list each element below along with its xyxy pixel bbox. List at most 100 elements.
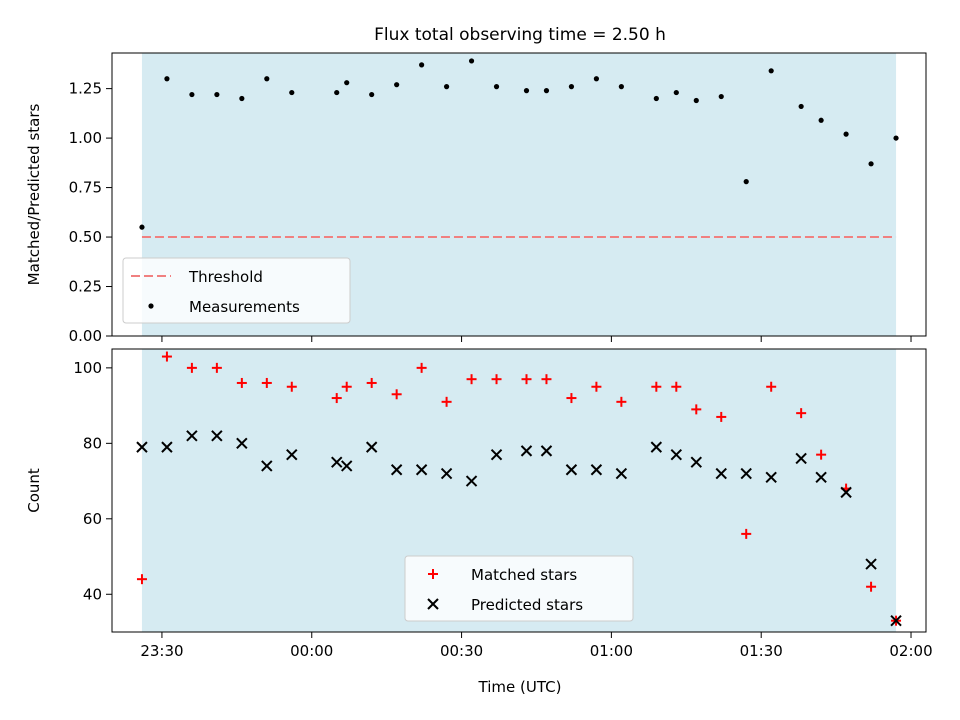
x-tick-label: 00:00 <box>290 642 333 660</box>
predicted-stars-point <box>815 471 827 484</box>
measurement-point <box>868 161 874 167</box>
x-tick-label: 01:00 <box>590 642 633 660</box>
matched-stars-point <box>366 377 377 388</box>
legend-box <box>122 257 351 324</box>
figure-title: Flux total observing time = 2.50 h <box>374 25 666 45</box>
measurement-point <box>289 89 295 96</box>
predicted-stars-point <box>565 464 578 476</box>
matched-stars-point <box>691 404 702 415</box>
predicted-stars-point <box>465 475 478 487</box>
legend: Matched stars Predicted stars <box>404 555 634 622</box>
matched-stars-point <box>741 528 752 539</box>
y-tick-label: 100 <box>73 359 102 377</box>
matched-stars-point <box>416 362 427 373</box>
predicted-stars-point <box>715 467 727 480</box>
predicted-stars-point <box>365 441 378 453</box>
predicted-stars-point <box>890 614 902 627</box>
measurement-point <box>369 91 375 98</box>
legend-label: Predicted stars <box>471 596 583 614</box>
predicted-stars-point <box>490 448 503 461</box>
measurement-point <box>493 84 500 90</box>
measurement-point <box>568 84 575 90</box>
matched-stars-point <box>521 374 532 385</box>
predicted-stars-point <box>211 430 223 442</box>
measurement-point <box>264 76 270 82</box>
measurement-point <box>693 97 699 104</box>
y-tick-label: 0.50 <box>69 228 102 246</box>
predicted-stars-point <box>440 467 453 480</box>
legend-label: Measurements <box>189 298 300 316</box>
axes-frame <box>111 348 927 633</box>
matched-stars-point <box>331 393 342 404</box>
matched-stars-point <box>341 381 352 392</box>
y-tick-label: 80 <box>83 434 102 452</box>
measurement-point <box>718 93 724 100</box>
legend-item-threshold: Threshold <box>131 268 263 286</box>
predicted-stars-point <box>341 460 353 472</box>
measurement-point <box>468 58 475 64</box>
axes-frame <box>111 52 927 337</box>
measurement-point <box>818 117 824 123</box>
legend-marker <box>148 303 154 309</box>
predicted-stars-point <box>740 467 752 480</box>
y-tick-label: 40 <box>83 585 102 603</box>
y-axis-label: Matched/Predicted stars <box>25 104 43 286</box>
legend-label: Matched stars <box>471 566 577 584</box>
predicted-stars-point <box>650 441 663 453</box>
y-tick-label: 0.00 <box>69 327 102 345</box>
measurement-point <box>893 135 899 141</box>
matched-stars-point <box>616 396 627 407</box>
matched-stars-point <box>671 381 682 392</box>
measurement-point <box>618 84 624 90</box>
measurement-point <box>394 82 400 88</box>
measurement-point <box>164 76 170 82</box>
measurement-point <box>443 84 450 90</box>
matched-stars-point <box>441 396 452 407</box>
predicted-stars-point <box>670 448 683 461</box>
matched-stars-point <box>566 393 577 404</box>
y-tick-label: 1.00 <box>69 129 102 147</box>
measurement-point <box>189 91 195 98</box>
predicted-stars-point <box>795 452 807 465</box>
legend-box <box>404 555 634 622</box>
predicted-stars-point <box>261 460 273 472</box>
predicted-stars-point <box>136 441 148 453</box>
measurement-point <box>798 103 804 110</box>
matched-stars-point <box>211 362 222 373</box>
predicted-stars-point <box>590 464 603 476</box>
matched-stars-point <box>491 374 502 385</box>
matched-stars-point <box>766 381 777 392</box>
y-axis-label: Count <box>25 468 43 513</box>
measurement-point <box>653 95 659 102</box>
matched-stars-point <box>136 574 147 585</box>
matched-stars-point <box>816 449 827 460</box>
predicted-stars-point <box>520 445 533 457</box>
predicted-stars-point <box>236 437 248 450</box>
measurement-point <box>523 88 530 94</box>
matched-stars-point <box>796 408 807 419</box>
x-tick-label: 23:30 <box>140 642 183 660</box>
matched-stars-point <box>186 362 197 373</box>
predicted-stars-point <box>390 464 403 476</box>
measurement-point <box>334 89 340 96</box>
measurement-point <box>743 179 749 185</box>
matched-stars-point <box>466 374 477 385</box>
predicted-stars-point <box>615 467 628 480</box>
y-tick-label: 60 <box>83 510 102 528</box>
predicted-stars-point <box>540 445 553 457</box>
measurement-point <box>543 88 550 94</box>
predicted-stars-point <box>840 486 852 499</box>
measurement-point <box>593 76 600 82</box>
legend: Threshold Measurements <box>122 257 351 324</box>
y-tick-label: 1.25 <box>69 80 102 98</box>
legend-item-matched-stars: Matched stars <box>428 566 577 584</box>
predicted-stars-point <box>186 430 198 442</box>
matched-stars-point <box>651 381 662 392</box>
matched-stars-point <box>716 411 727 422</box>
measurement-point <box>344 80 350 86</box>
measurement-point <box>239 95 245 102</box>
x-axis-label: Time (UTC) <box>478 678 562 696</box>
measurement-point <box>214 91 220 98</box>
measurement-point <box>768 68 774 74</box>
